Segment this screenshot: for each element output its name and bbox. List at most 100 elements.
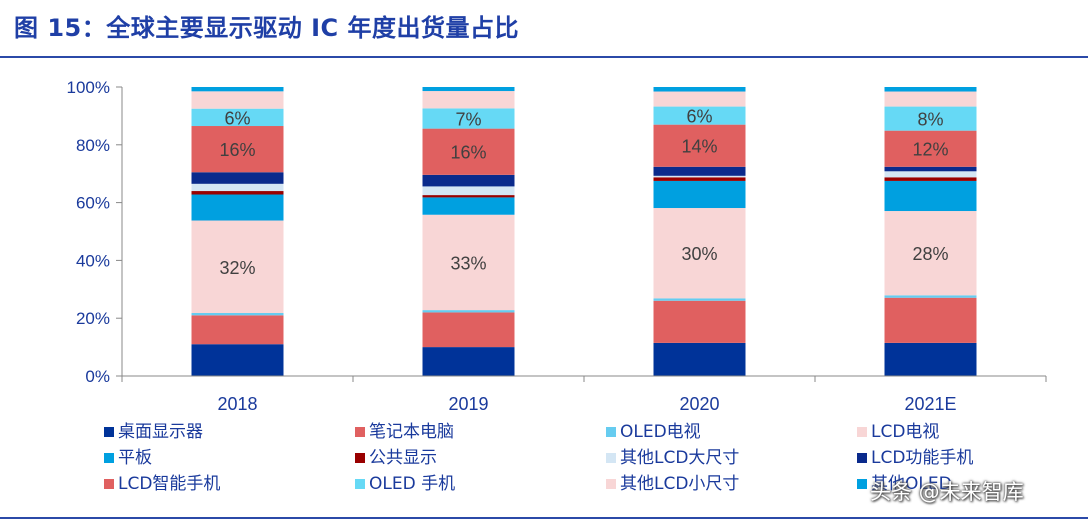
bar-segment [191,126,284,173]
stacked-bar-chart: 0% 20% 40% 60% 80% 100% 32% 16% 6% 33% 16% 7% 30% 14… [67,78,1047,494]
bar-segment [191,194,284,221]
data-label: 8% [917,110,943,130]
x-tick-label: 2020 [679,394,719,414]
watermark-text: 头条 @未来智库 [870,480,1024,504]
bar-segment [653,342,746,376]
x-tick-label: 2021E [904,394,956,414]
bar-segment [653,87,746,92]
legend-label: 平板 [118,448,152,468]
bar-segment [653,91,746,107]
bar-segment [191,91,284,109]
data-label: 6% [224,108,250,128]
y-tick-label: 40% [76,251,110,270]
legend-swatch [606,453,616,463]
legend-label: 其他LCD小尺寸 [620,474,739,494]
y-axis: 0% 20% 40% 60% 80% 100% [67,78,123,386]
bar-segment [422,214,515,311]
bar-segment [422,108,515,129]
x-axis: 2018 2019 2020 2021E [121,375,1047,414]
legend-label: OLED电视 [620,422,701,442]
legend-swatch [104,453,114,463]
legend-swatch [355,479,365,489]
data-label: 16% [450,143,486,163]
data-label: 32% [219,258,255,278]
data-label: 16% [219,140,255,160]
bar-segment [653,177,746,181]
bars [191,87,977,376]
data-label: 6% [686,107,712,127]
bar-segment [884,342,977,376]
bar-segment [191,315,284,345]
bar-segment [884,297,977,343]
bar-segment [422,310,515,313]
bar-segment [422,174,515,187]
legend-swatch [857,453,867,463]
x-tick-label: 2018 [217,394,257,414]
bar-segment [422,312,515,348]
data-label: 7% [455,110,481,130]
bar-segment [191,172,284,184]
bar-segment [884,211,977,296]
bar-segment [884,180,977,212]
bar-segment [884,106,977,131]
bar-segment [884,177,977,181]
bar-segment [884,171,977,178]
bar-segment [422,128,515,175]
bar-segment [191,87,284,92]
bar-segment [884,166,977,172]
legend-swatch [857,427,867,437]
bar-segment [422,87,515,92]
legend-label: 其他OLED [871,474,952,494]
bar-segment [653,300,746,343]
data-labels: 32% 16% 6% 33% 16% 7% 30% 14% 6% 28% 12% 8% [219,107,948,278]
bar-segment [884,91,977,107]
legend-swatch [355,453,365,463]
watermark: 头条 @未来智库 [870,476,1024,506]
title-divider [0,56,1088,58]
bar-segment [653,124,746,167]
bar-segment [653,208,746,299]
bar-segment [191,108,284,127]
bar-segment [422,347,515,376]
data-label: 28% [912,244,948,264]
legend-swatch [104,479,114,489]
bar-segment [884,130,977,167]
legend-label: 笔记本电脑 [369,422,454,442]
data-label: 12% [912,140,948,160]
bar-segment [191,183,284,192]
bar-segment [653,180,746,209]
legend-label: 公共显示 [369,448,437,468]
y-tick-label: 0% [85,367,110,386]
bar-segment [191,220,284,313]
bar-segment [884,87,977,92]
y-tick-label: 80% [76,136,110,155]
legend-swatch [104,427,114,437]
legend-label: LCD智能手机 [118,474,220,494]
bar-segment [422,91,515,109]
legend-label: 桌面显示器 [118,422,203,442]
bar-segment [191,312,284,316]
y-tick-label: 100% [67,78,110,97]
data-label: 33% [450,253,486,273]
legend-swatch [606,479,616,489]
y-tick-label: 60% [76,194,110,213]
data-label: 14% [681,137,717,157]
bar-segment [653,175,746,178]
legend-swatch [355,427,365,437]
bar-segment [422,195,515,198]
legend-swatch [857,479,867,489]
legend-label: LCD电视 [871,422,939,442]
x-tick-label: 2019 [448,394,488,414]
footer-divider [0,517,1088,519]
legend-label: LCD功能手机 [871,448,973,468]
legend-label: OLED 手机 [369,474,455,494]
legend-swatch [606,427,616,437]
bar-segment [191,344,284,376]
bar-segment [653,298,746,301]
y-tick-label: 20% [76,309,110,328]
bar-segment [422,186,515,196]
data-label: 30% [681,244,717,264]
bar-segment [653,106,746,125]
bar-segment [884,295,977,298]
